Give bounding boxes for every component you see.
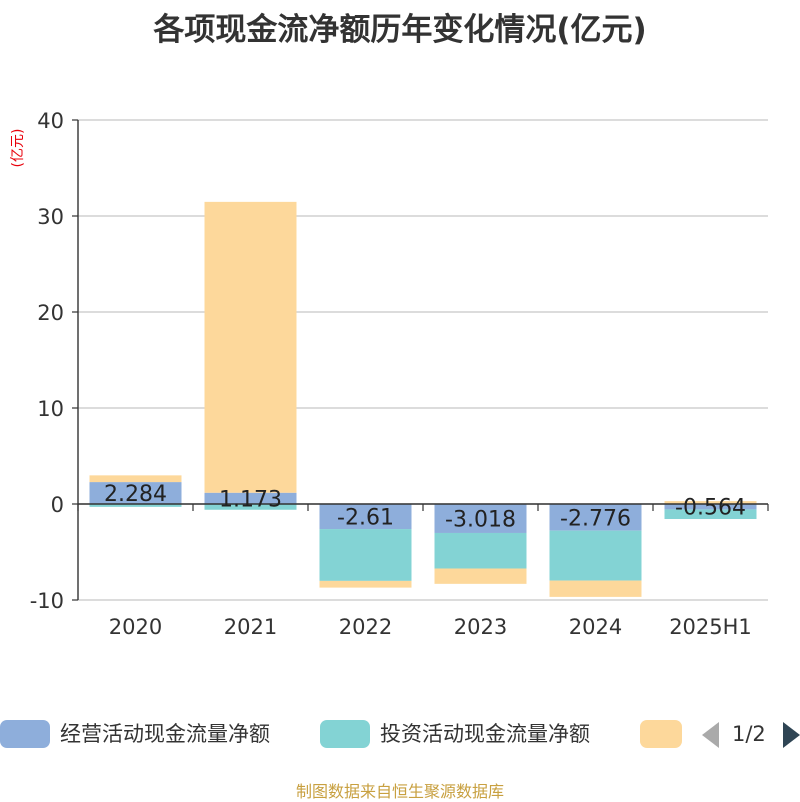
x-tick-label: 2020 [109,615,162,639]
bar-series1-2021[interactable] [204,504,297,510]
legend-next-arrow-icon[interactable] [783,722,800,748]
legend-label-investing: 投资活动现金流量净额 [380,722,590,746]
bar-series2-2021[interactable] [204,201,297,493]
data-label-operating-2020: 2.284 [104,482,167,507]
legend-swatch-operating [0,720,50,748]
legend: 经营活动现金流量净额 投资活动现金流量净额 1/2 [0,712,800,756]
bar-series1-2022[interactable] [319,529,412,581]
legend-swatch-financing [640,720,682,748]
bar-series1-2025H1[interactable] [664,509,757,520]
legend-item-operating[interactable]: 经营活动现金流量净额 [0,712,310,756]
x-tick-label: 2021 [224,615,277,639]
bar-series1-2024[interactable] [549,530,642,581]
data-label-operating-2022: -2.61 [337,506,394,531]
data-label-operating-2023: -3.018 [445,507,516,532]
bar-series2-2023[interactable] [434,568,527,584]
legend-item-investing[interactable]: 投资活动现金流量净额 [320,712,630,756]
bar-chart: -10 0 10 20 30 40 2020 2021 2022 2023 2024 2025H1 2.… [30,109,769,639]
y-tick-label: 10 [37,397,64,421]
chart-title: 各项现金流净额历年变化情况(亿元) [153,12,647,48]
x-tick-label: 2022 [339,615,392,639]
bar-series0-2021[interactable] [204,492,297,504]
data-label-operating-2025H1: -0.564 [675,496,746,521]
legend-label-operating: 经营活动现金流量净额 [60,722,270,746]
bar-series0-2023[interactable] [434,504,527,533]
bar-series1-2020[interactable] [89,504,182,507]
y-tick-label: 40 [37,109,64,133]
y-tick-label: -10 [30,589,64,613]
data-source-note: 制图数据来自恒生聚源数据库 [295,782,504,801]
bar-series0-2025H1[interactable] [664,504,757,510]
bar-series0-2024[interactable] [549,504,642,531]
data-label-operating-2024: -2.776 [560,506,631,531]
bar-series2-2024[interactable] [549,580,642,597]
x-tick-label: 2024 [569,615,622,639]
x-tick-label: 2025H1 [669,615,752,639]
legend-item-financing[interactable] [640,712,692,756]
legend-page-indicator: 1/2 [732,722,766,746]
x-tick-label: 2023 [454,615,507,639]
bar-series2-2020[interactable] [89,475,182,483]
legend-prev-arrow-icon[interactable] [702,722,719,748]
bar-series2-2022[interactable] [319,580,412,588]
bar-series1-2023[interactable] [434,532,527,569]
y-tick-label: 0 [51,493,64,517]
legend-swatch-investing [320,720,370,748]
bar-series0-2020[interactable] [89,482,182,504]
bar-series2-2025H1[interactable] [664,501,757,504]
y-tick-label: 20 [37,301,64,325]
bar-series0-2022[interactable] [319,504,412,530]
data-label-operating-2021: 1.173 [219,487,282,512]
y-tick-label: 30 [37,205,64,229]
